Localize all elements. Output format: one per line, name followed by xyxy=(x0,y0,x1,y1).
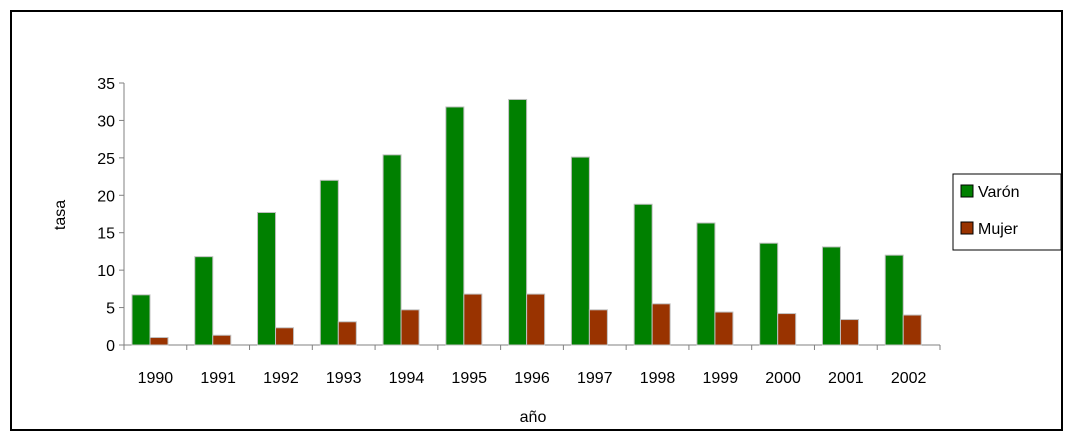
bar-varon-2000 xyxy=(759,242,779,346)
bar-varon-2001 xyxy=(821,246,841,346)
x-tick-label: 1993 xyxy=(326,370,362,387)
legend-swatch xyxy=(960,184,974,198)
bar-mujer-2000 xyxy=(777,313,797,346)
y-axis-title: tasa xyxy=(52,200,69,230)
bar-mujer-1993 xyxy=(337,321,357,346)
y-tick-label: 0 xyxy=(106,338,115,355)
bar-varon-1990 xyxy=(131,294,151,346)
x-tick-label: 1997 xyxy=(577,370,613,387)
bar-mujer-1995 xyxy=(463,293,483,346)
bar-varon-1991 xyxy=(194,256,214,346)
bar-varon-1992 xyxy=(257,212,277,346)
bar-varon-1998 xyxy=(633,203,653,346)
bar-varon-1996 xyxy=(508,98,528,346)
bar-varon-1999 xyxy=(696,222,716,346)
legend-swatch xyxy=(960,221,974,235)
bar-mujer-2002 xyxy=(902,314,922,346)
y-tick-label: 15 xyxy=(97,226,115,243)
bar-varon-1997 xyxy=(570,156,590,346)
bar-mujer-1996 xyxy=(526,293,546,346)
bar-mujer-1991 xyxy=(212,334,232,346)
x-tick-label: 2001 xyxy=(828,370,864,387)
legend-label: Varón xyxy=(978,184,1020,201)
y-tick-label: 20 xyxy=(97,188,115,205)
x-tick-label: 1994 xyxy=(389,370,425,387)
bar-varon-1994 xyxy=(382,154,402,346)
bar-varon-1993 xyxy=(319,179,339,346)
bar-mujer-1997 xyxy=(588,309,608,346)
x-tick-label: 1999 xyxy=(703,370,739,387)
y-axis: 0 5 10 15 20 25 30 35 xyxy=(97,76,125,355)
y-tick-label: 10 xyxy=(97,263,115,280)
y-tick-label: 25 xyxy=(97,151,115,168)
x-tick-label: 2000 xyxy=(765,370,801,387)
x-tick-label: 1990 xyxy=(138,370,174,387)
bar-varon-2002 xyxy=(884,254,904,346)
bar-mujer-1999 xyxy=(714,311,734,346)
chart-frame: 0 5 10 15 20 25 30 35 1990 1991 1992 1993 1994 1995 1… xyxy=(10,10,1063,431)
legend-label: Mujer xyxy=(978,221,1019,238)
x-tick-label: 1998 xyxy=(640,370,676,387)
x-tick-label: 1995 xyxy=(451,370,487,387)
y-tick-label: 30 xyxy=(97,113,115,130)
x-tick-label: 2002 xyxy=(891,370,927,387)
x-tick-label: 1996 xyxy=(514,370,550,387)
x-axis: 1990 1991 1992 1993 1994 1995 1996 1997 1998 1999… xyxy=(123,344,941,387)
y-tick-label: 35 xyxy=(97,76,115,93)
bar-mujer-1998 xyxy=(651,303,671,346)
x-tick-label: 1991 xyxy=(200,370,236,387)
bar-mujer-2001 xyxy=(839,319,859,346)
x-tick-label: 1992 xyxy=(263,370,299,387)
y-tick-label: 5 xyxy=(106,301,115,318)
legend: Varón Mujer xyxy=(952,173,1061,251)
bar-mujer-1990 xyxy=(149,337,169,346)
bar-varon-1995 xyxy=(445,106,465,346)
bars xyxy=(131,98,922,346)
bar-mujer-1994 xyxy=(400,309,420,346)
bar-mujer-1992 xyxy=(275,327,295,346)
x-axis-title: año xyxy=(520,409,547,426)
